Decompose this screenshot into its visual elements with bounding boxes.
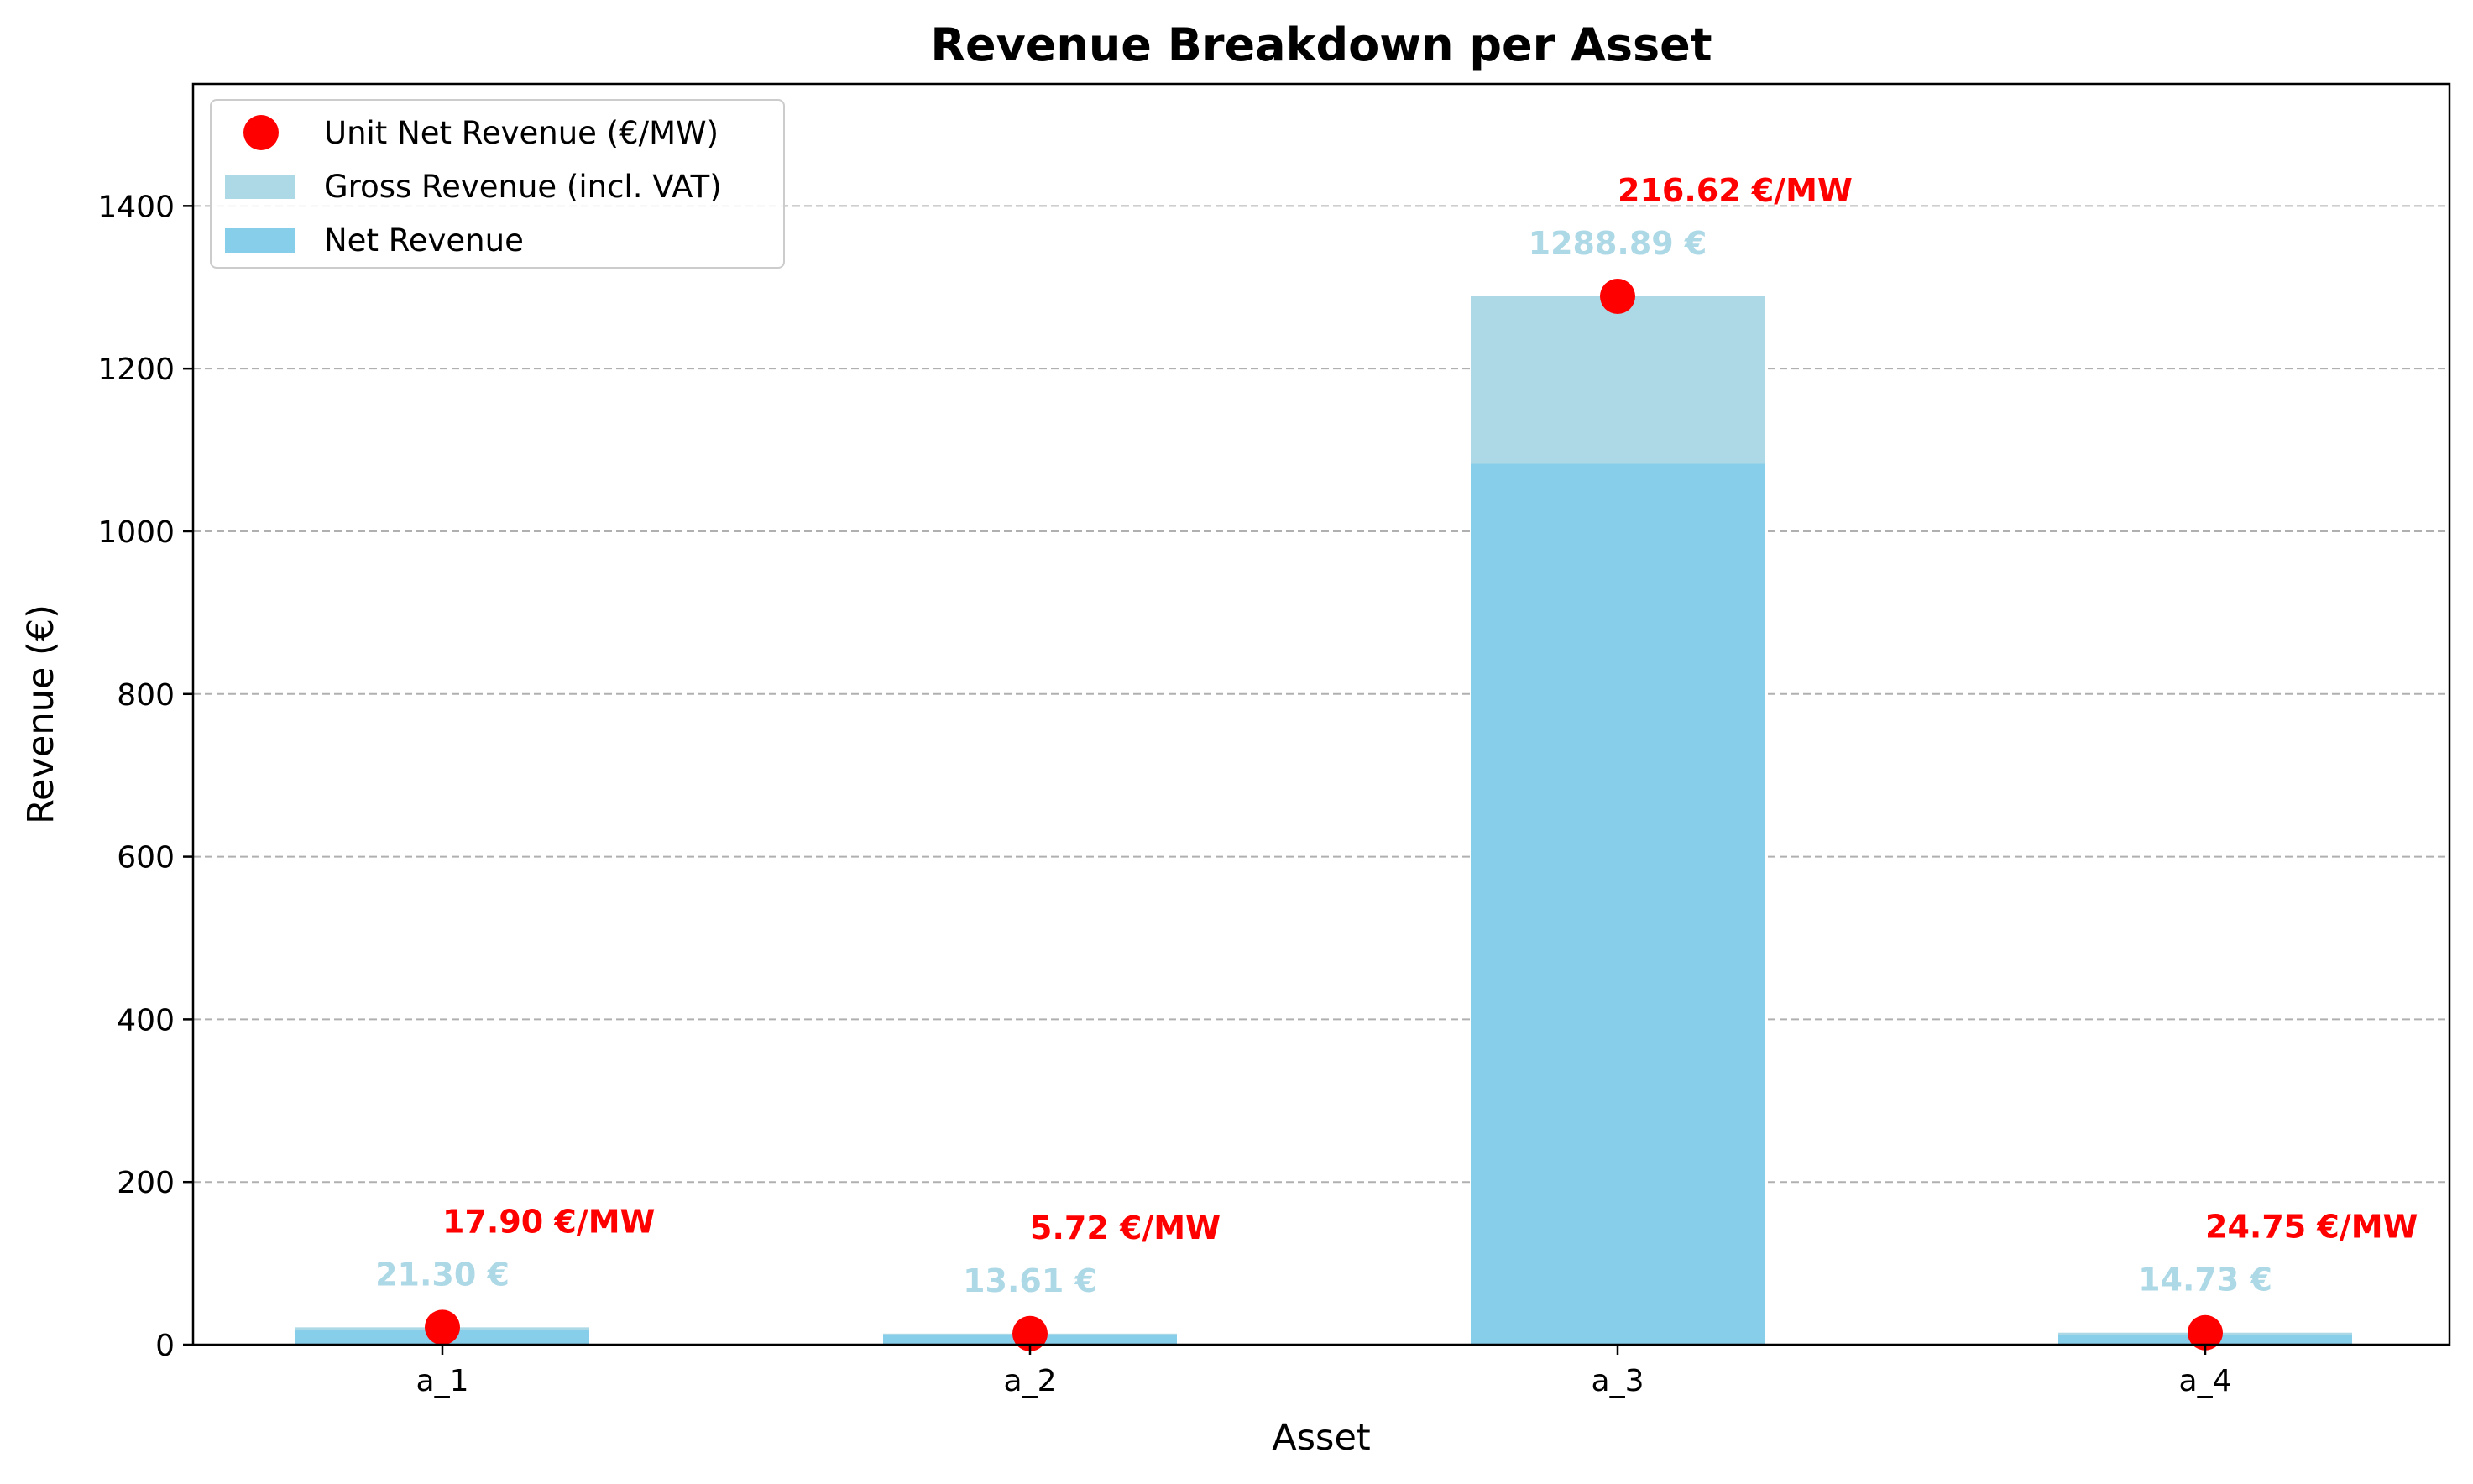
net-revenue-bar [1471, 463, 1765, 1345]
y-tick-label: 1200 [97, 353, 175, 387]
chart-title: Revenue Breakdown per Asset [930, 18, 1712, 71]
legend-patch-icon [225, 228, 295, 253]
unit-net-revenue-label: 216.62 €/MW [1618, 172, 1853, 209]
axis-ticks: 0 200 400 600 800 1000 1200 1400 a_1 a_2 a_3 a_4 [97, 190, 2231, 1398]
unit-net-revenue-point [2188, 1314, 2223, 1351]
y-tick-label: 1400 [97, 190, 175, 224]
x-axis-title: Asset [1272, 1417, 1371, 1459]
legend-item-label: Net Revenue [324, 222, 524, 259]
y-tick-label: 0 [155, 1329, 175, 1363]
y-axis-title: Revenue (€) [20, 604, 62, 824]
gross-revenue-label: 1288.89 € [1529, 225, 1707, 262]
y-tick-label: 400 [117, 1003, 175, 1037]
legend-box [210, 99, 785, 269]
legend-item-label: Unit Net Revenue (€/MW) [324, 115, 719, 151]
legend: Unit Net Revenue (€/MW) Gross Revenue (in… [210, 99, 785, 269]
y-tick-label: 1000 [97, 515, 175, 550]
x-tick-label: a_1 [416, 1364, 469, 1398]
grid-lines [193, 205, 2449, 1184]
gross-revenue-label: 14.73 € [2138, 1262, 2272, 1298]
unit-net-revenue-label: 24.75 €/MW [2205, 1209, 2418, 1246]
gross-revenue-label: 13.61 € [963, 1262, 1097, 1299]
gross-revenue-label: 21.30 € [375, 1256, 510, 1293]
bars [295, 296, 2352, 1345]
plot-frame [191, 82, 2451, 1346]
legend-item-label: Gross Revenue (incl. VAT) [324, 169, 722, 205]
legend-patch-icon [225, 175, 295, 199]
unit-net-revenue-point [425, 1309, 460, 1346]
unit-net-revenue-label: 5.72 €/MW [1030, 1210, 1221, 1246]
unit-net-revenue-point [1012, 1315, 1048, 1351]
unit-net-revenue-point [1600, 279, 1635, 315]
x-tick-label: a_3 [1592, 1364, 1644, 1398]
x-tick-label: a_2 [1004, 1364, 1057, 1398]
y-tick-label: 600 [117, 841, 175, 875]
legend-marker-icon [243, 115, 279, 150]
unit-revenue-points [425, 279, 2223, 1351]
data-labels: 21.30 € 17.90 €/MW 13.61 € 5.72 €/MW 1288.89… [375, 172, 2418, 1299]
y-tick-label: 200 [117, 1166, 175, 1200]
x-tick-label: a_4 [2179, 1364, 2232, 1398]
unit-net-revenue-label: 17.90 €/MW [442, 1203, 655, 1240]
y-tick-label: 800 [117, 678, 175, 713]
